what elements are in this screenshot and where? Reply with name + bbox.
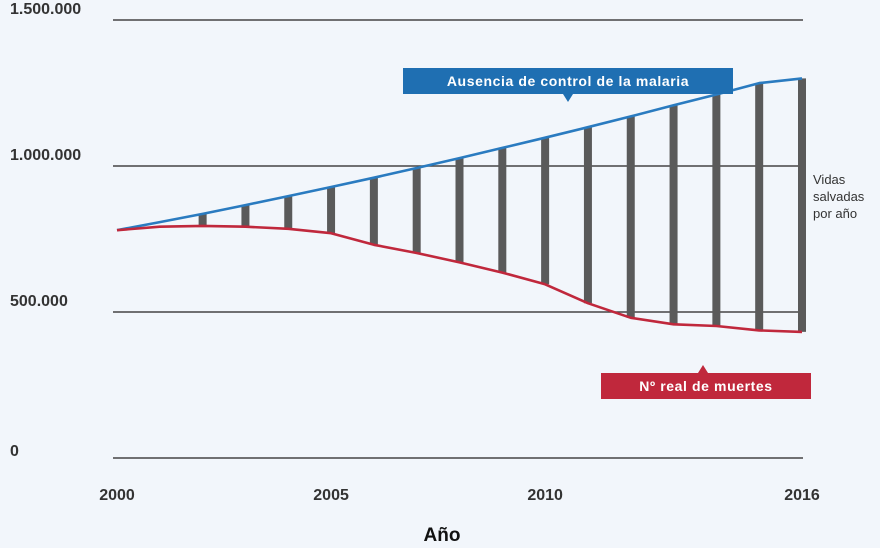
x-tick-label: 2005 <box>313 487 349 504</box>
y-tick-label: 500.000 <box>10 293 68 310</box>
y-tick-label: 1.500.000 <box>10 1 81 18</box>
x-tick-label: 2010 <box>527 487 563 504</box>
lives-saved-bar <box>241 205 250 227</box>
side-label-line-1: Vidas <box>813 172 846 187</box>
lives-saved-bar <box>798 78 806 332</box>
side-label: Vidas salvadas por año <box>813 172 865 221</box>
lives-saved-bar <box>712 94 721 327</box>
lives-saved-bar <box>541 137 550 285</box>
lives-saved-bar <box>755 83 764 331</box>
lives-saved-bar <box>455 158 464 263</box>
x-tick-label: 2016 <box>784 487 820 504</box>
callout-top-pointer <box>563 94 573 102</box>
callout-bottom-text: Nº real de muertes <box>639 378 772 394</box>
x-tick-label: 2000 <box>99 487 135 504</box>
lives-saved-bar <box>198 213 207 226</box>
callout-bottom: Nº real de muertes <box>601 365 811 399</box>
lives-saved-bar <box>583 127 592 304</box>
lives-saved-bar <box>369 177 378 245</box>
side-label-line-2: salvadas <box>813 189 865 204</box>
lives-saved-bar <box>412 168 421 254</box>
x-axis-label: Año <box>424 525 461 546</box>
y-tick-label: 0 <box>10 443 19 460</box>
callout-bottom-pointer <box>698 365 708 373</box>
y-tick-label: 1.000.000 <box>10 147 81 164</box>
callout-top-box <box>403 68 733 94</box>
lives-saved-bar <box>669 105 678 325</box>
lives-saved-bar <box>626 116 635 318</box>
lives-saved-bar <box>498 147 507 273</box>
series-lines <box>116 77 803 334</box>
axis-ticks: 0 500.000 1.000.000 1.500.000 2000 2005 2010 20… <box>10 1 820 504</box>
lives-saved-bar <box>284 196 293 229</box>
callout-bottom-box <box>601 373 811 399</box>
lives-saved-bar <box>327 187 336 234</box>
actual-deaths-line <box>116 224 803 334</box>
lives-saved-bars <box>198 78 806 332</box>
side-label-line-3: por año <box>813 206 857 221</box>
callout-top: Ausencia de control de la malaria <box>403 68 733 102</box>
callout-top-text: Ausencia de control de la malaria <box>447 73 689 89</box>
no-control-line <box>116 77 803 232</box>
